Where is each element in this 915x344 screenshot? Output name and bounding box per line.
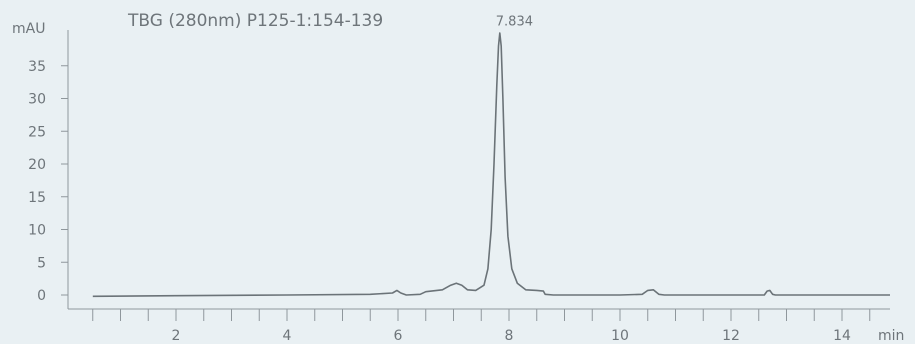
- chart-title: TBG (280nm) P125-1:154-139: [127, 11, 383, 31]
- y-tick-label: 10: [28, 223, 46, 239]
- x-tick-label: 2: [172, 328, 181, 344]
- y-tick-label: 35: [28, 59, 46, 75]
- x-tick-label: 8: [505, 328, 514, 344]
- y-tick-label: 25: [28, 124, 46, 140]
- x-tick-label: 10: [611, 328, 629, 344]
- x-tick-label: 14: [833, 328, 851, 344]
- y-tick-label: 15: [28, 190, 46, 206]
- y-tick-label: 30: [28, 92, 46, 108]
- peak-annotations: 7.834: [496, 15, 533, 30]
- x-tick-label: 12: [722, 328, 740, 344]
- x-tick-label: 6: [394, 328, 403, 344]
- chromatogram-trace: [92, 32, 890, 298]
- peak-label: 7.834: [496, 15, 533, 30]
- y-tick-label: 0: [37, 288, 46, 304]
- x-axis-label: min: [878, 328, 904, 344]
- x-tick-label: 4: [283, 328, 292, 344]
- y-axis: 0 5 10 15 20 25 30 35: [28, 30, 69, 309]
- y-axis-label: mAU: [12, 21, 45, 37]
- y-tick-label: 20: [28, 157, 46, 173]
- x-axis: 2 4 6 8 10 12 14: [68, 308, 890, 344]
- y-tick-label: 5: [37, 255, 46, 271]
